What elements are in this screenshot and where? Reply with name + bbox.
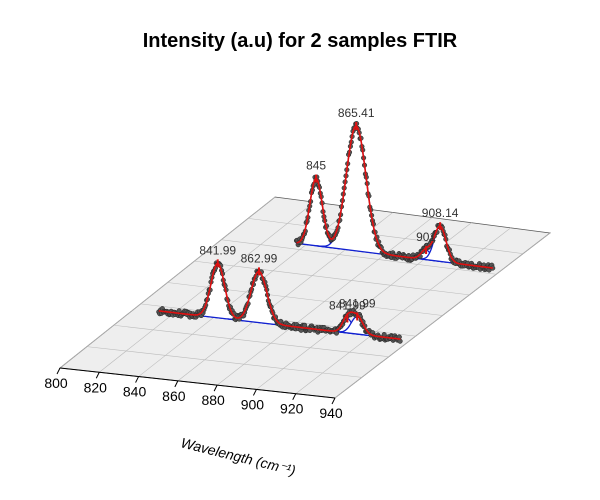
peak-label: 841.99 xyxy=(199,243,236,257)
x-tick xyxy=(213,384,218,392)
peak-label: 841.99 xyxy=(339,296,376,310)
x-tick xyxy=(95,372,100,379)
peak-label: 901 xyxy=(416,230,436,244)
x-tick xyxy=(331,397,336,405)
x-tick-label: 840 xyxy=(123,384,147,400)
grid-line-depth xyxy=(248,218,524,254)
chart-title: Intensity (a.u) for 2 samples FTIR xyxy=(142,30,458,52)
x-tick-label: 860 xyxy=(162,388,186,404)
x-tick-label: 820 xyxy=(84,379,108,395)
x-axis-line xyxy=(59,367,336,399)
x-tick xyxy=(252,389,257,396)
x-tick-label: 800 xyxy=(44,375,68,391)
peak-label: 865.41 xyxy=(338,106,375,120)
peak-label: 841.99 xyxy=(329,299,366,313)
series-back: 845 865.41 901 908.14 xyxy=(293,106,496,273)
grid-line-depth xyxy=(86,346,362,378)
peak-label: 908.14 xyxy=(422,206,459,220)
grid-line-depth xyxy=(113,324,389,358)
x-axis-title: Wavelength (cm⁻¹) xyxy=(179,434,297,478)
x-tick-label: 920 xyxy=(280,401,304,417)
x-tick xyxy=(174,380,179,388)
cumulative-fit-line xyxy=(158,262,401,340)
peak-label: 845 xyxy=(306,159,326,173)
grid-line-depth xyxy=(194,260,470,296)
x-axis: 800 820 840 860 880 900 920 940 xyxy=(44,367,343,421)
x-tick-label: 940 xyxy=(319,405,343,421)
cumulative-fit-line xyxy=(296,125,494,269)
peak-label: 862.99 xyxy=(241,251,278,265)
x-tick xyxy=(292,393,297,400)
x-tick-label: 880 xyxy=(201,392,225,408)
grid-line-depth xyxy=(221,239,497,275)
x-tick xyxy=(135,376,140,383)
x-tick-label: 900 xyxy=(241,396,265,412)
x-tick xyxy=(56,367,61,375)
